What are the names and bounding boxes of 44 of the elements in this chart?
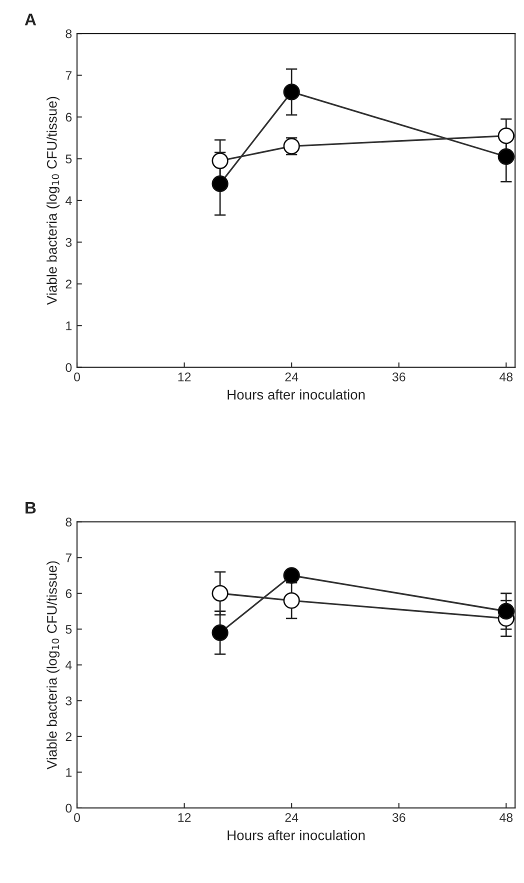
y-tick-label: 3 <box>66 238 72 247</box>
y-tick-label: 0 <box>66 804 72 813</box>
y-tick-label: 7 <box>66 554 72 562</box>
chart-title: B <box>26 502 36 514</box>
y-tick-label: 4 <box>66 660 72 670</box>
y-tick-label: 6 <box>66 112 72 122</box>
x-tick-label: 48 <box>499 372 513 382</box>
point <box>498 127 514 144</box>
point <box>498 148 514 165</box>
y-axis-title: Viable bacteria (log$_{10}$ CFU/tissue) <box>46 96 60 305</box>
point <box>212 152 228 170</box>
y-tick-label: 6 <box>66 589 72 598</box>
y-tick-label: 5 <box>66 625 72 634</box>
y-tick-label: 8 <box>66 518 72 527</box>
point <box>283 84 300 100</box>
point <box>212 624 228 642</box>
x-tick-label: 24 <box>285 372 298 382</box>
point <box>212 175 228 192</box>
x-tick-label: 36 <box>392 813 406 822</box>
x-tick-label: 12 <box>178 813 191 822</box>
y-axis-title: Viable bacteria (log$_{10}$ CFU/tissue) <box>46 561 60 770</box>
x-tick-label: 24 <box>285 813 298 822</box>
x-axis-title: Hours after inoculation <box>228 830 365 840</box>
x-tick-label: 0 <box>74 372 80 382</box>
y-tick-label: 8 <box>66 29 72 38</box>
point <box>283 592 300 609</box>
y-tick-label: 5 <box>66 154 72 164</box>
y-tick-label: 0 <box>66 363 72 372</box>
x-tick-label: 48 <box>499 813 513 822</box>
y-tick-label: 1 <box>66 768 72 777</box>
y-tick-label: 2 <box>66 280 72 288</box>
x-tick-label: 12 <box>178 372 191 382</box>
x-tick-label: 0 <box>74 813 80 822</box>
chart-title: A <box>24 14 36 26</box>
point <box>283 567 300 584</box>
y-tick-label: 2 <box>66 732 72 741</box>
point <box>498 602 514 620</box>
x-axis-title: Hours after inoculation <box>228 389 365 400</box>
x-tick-label: 36 <box>392 372 406 382</box>
y-tick-label: 1 <box>66 322 72 330</box>
y-tick-label: 4 <box>66 196 72 205</box>
y-tick-label: 7 <box>66 71 72 80</box>
point <box>212 585 228 602</box>
y-tick-label: 3 <box>66 696 72 706</box>
